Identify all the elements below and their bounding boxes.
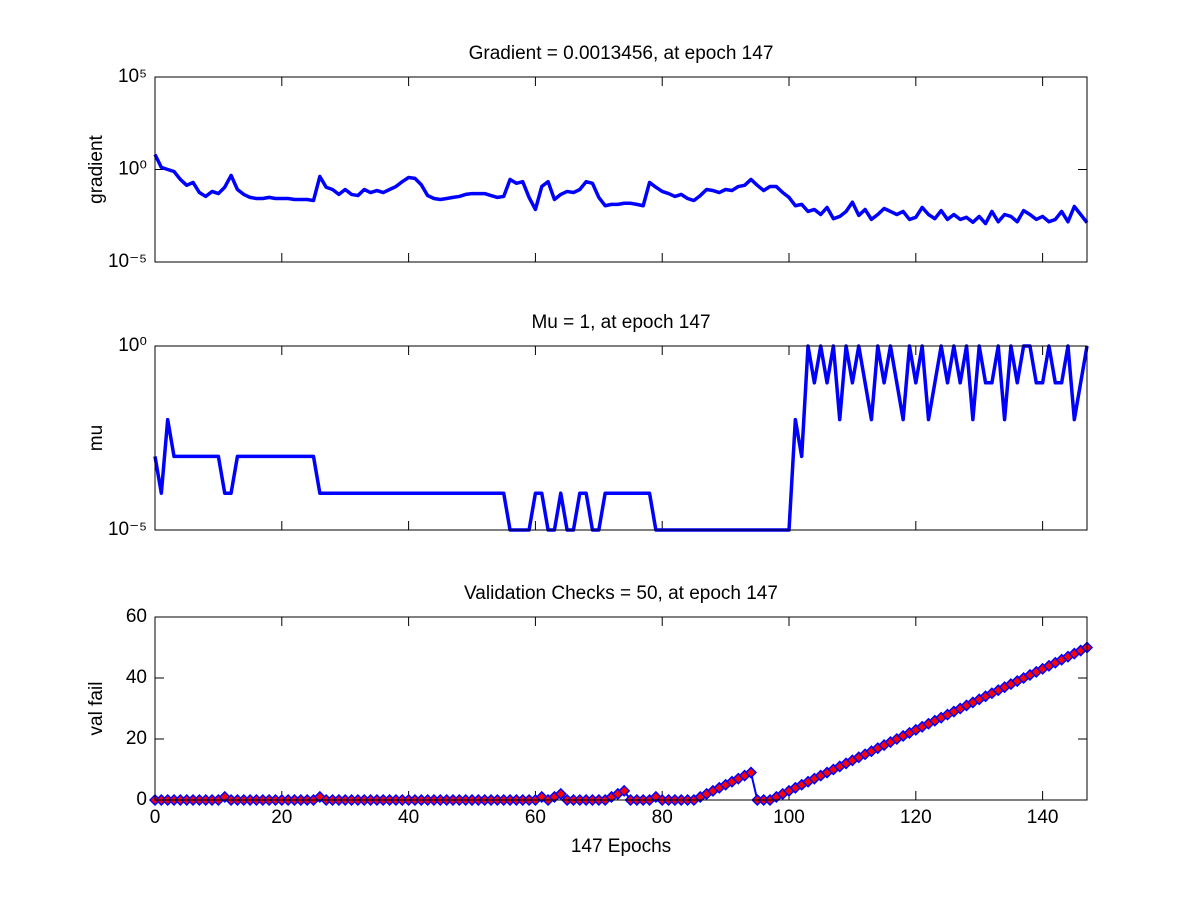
x-tick-label: 100 [773,807,805,828]
y-tick-label: 10⁻⁵ [108,519,147,540]
axes-frame [154,76,1088,263]
y-tick-label: 20 [126,728,147,749]
axes-background [155,77,1087,262]
axes-background [155,617,1087,800]
y-tick-label: 0 [136,789,147,810]
y-tick-label: 10⁰ [118,159,147,180]
data-line [153,153,1089,226]
x-tick-label: 40 [398,807,419,828]
y-tick-label: 60 [126,606,147,627]
y-axis-label: mu [86,425,107,451]
x-tick-label: 0 [150,807,161,828]
y-axis-label: gradient [86,134,107,203]
y-tick-label: 40 [126,667,147,688]
y-tick-label: 10⁵ [118,66,147,87]
data-line [153,344,1089,532]
chart-title: Validation Checks = 50, at epoch 147 [464,583,778,604]
axes-frame [154,345,1088,531]
x-tick-label: 20 [271,807,292,828]
x-tick-label: 80 [652,807,673,828]
y-axis-label: val fail [86,682,107,736]
chart-title: Gradient = 0.0013456, at epoch 147 [469,43,774,64]
data-marker [744,766,758,779]
data-marker [554,787,567,800]
axes-frame [154,616,1088,801]
x-tick-label: 60 [525,807,546,828]
y-tick-label: 10⁰ [118,335,147,356]
x-axis-label: 147 Epochs [571,836,671,857]
chart-title: Mu = 1, at epoch 147 [531,312,710,333]
axes-background [155,346,1087,530]
y-tick-label: 10⁻⁵ [108,251,147,272]
x-tick-label: 120 [900,807,932,828]
data-marker [618,784,631,797]
x-tick-label: 140 [1027,807,1059,828]
